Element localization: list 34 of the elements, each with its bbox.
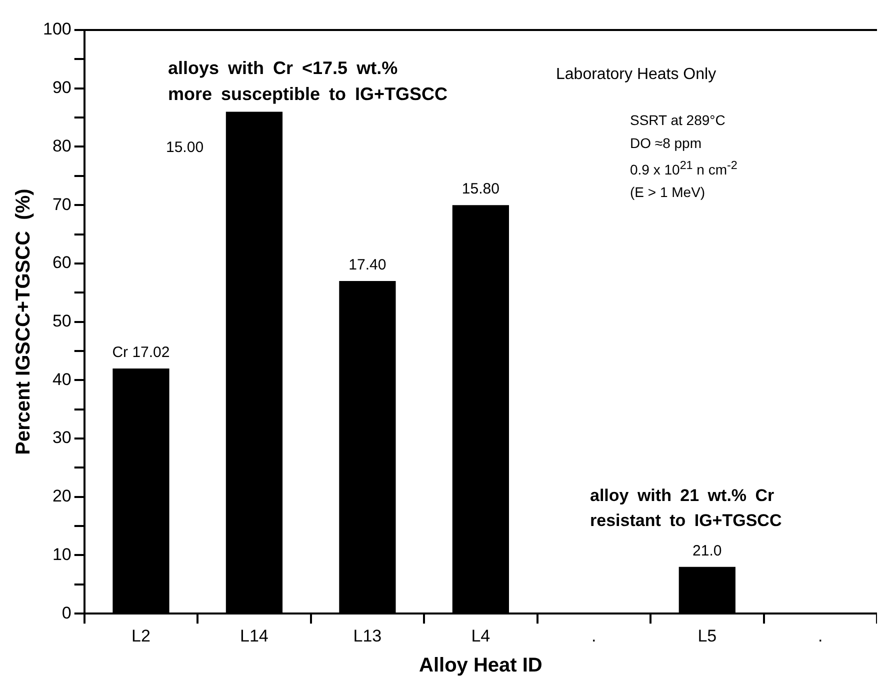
x-tick-label: L14 [240, 626, 268, 646]
y-tick-label: 60 [52, 253, 72, 272]
annotation: more susceptible to IG+TGSCC [168, 84, 448, 105]
y-tick-label: 80 [52, 136, 72, 156]
y-tick-label: 20 [52, 486, 72, 506]
y-tick-label: 90 [52, 78, 72, 98]
y-tick-label: 70 [52, 194, 72, 214]
annotation: SSRT at 289°C [630, 112, 726, 128]
y-tick-label: 0 [62, 603, 72, 622]
annotation: Laboratory Heats Only [556, 66, 716, 84]
annotation: alloys with Cr <17.5 wt.% [168, 58, 398, 79]
y-tick-label: 100 [42, 20, 72, 39]
x-tick-label: . [818, 626, 823, 646]
y-tick-label: 10 [52, 544, 72, 564]
annotation: resistant to IG+TGSCC [590, 511, 782, 531]
annotation: 15.80 [462, 180, 500, 198]
annotation: 21.0 [692, 542, 722, 560]
y-tick-label: 30 [52, 428, 72, 448]
x-tick-label: L2 [132, 626, 150, 646]
x-tick-label: L4 [471, 626, 490, 646]
x-tick-label: L5 [698, 626, 717, 646]
x-axis-title: Alloy Heat ID [419, 654, 542, 677]
annotation: 0.9 x 10$^{21}$ n cm$^{-2}$ [630, 159, 738, 178]
x-tick-label: . [592, 626, 596, 646]
annotation: DO ≈8 ppm [630, 135, 702, 151]
y-tick-label: 50 [52, 311, 72, 330]
x-tick-label: L13 [353, 626, 382, 646]
annotation: alloy with 21 wt.% Cr [590, 486, 774, 506]
y-tick-label: 40 [52, 370, 72, 389]
y-axis-title: Percent IGSCC+TGSCC (%) [12, 188, 35, 455]
annotation: Cr 17.02 [112, 344, 170, 362]
annotation: 17.40 [348, 256, 386, 274]
annotation: (E > 1 MeV) [630, 184, 706, 200]
annotation: 15.00 [166, 139, 204, 156]
